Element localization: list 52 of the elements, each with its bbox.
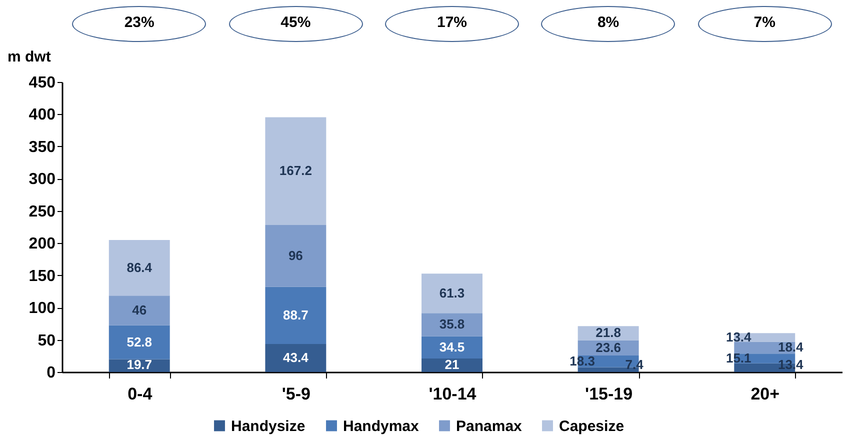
data-label: 96 xyxy=(288,248,303,263)
data-label: 23.6 xyxy=(596,340,621,355)
data-label: 88.7 xyxy=(283,307,308,322)
legend-label: Handymax xyxy=(343,418,420,435)
bar xyxy=(422,358,482,372)
data-label: 61.3 xyxy=(439,285,465,300)
bar xyxy=(108,325,170,360)
data-label: 21 xyxy=(444,356,460,372)
text: 23% xyxy=(123,14,156,31)
x-tick-label: 0-4 xyxy=(128,384,153,404)
y-tick-label: 50 xyxy=(38,332,56,350)
legend-label: Panamax xyxy=(456,418,523,435)
data-label: 46 xyxy=(132,302,147,318)
y-tick-label: 300 xyxy=(28,171,56,188)
data-label: 34.5 xyxy=(439,339,465,354)
bar xyxy=(422,313,482,336)
bar xyxy=(422,274,482,314)
y-tick-label: 250 xyxy=(28,203,56,220)
x-tick-label: '10-14 xyxy=(428,384,477,404)
text: 45% xyxy=(280,14,312,31)
bar xyxy=(265,286,326,344)
bar xyxy=(108,240,170,296)
data-label: 21.8 xyxy=(596,325,621,340)
bar xyxy=(265,225,326,287)
text: 7% xyxy=(752,14,776,31)
y-tick-label: 200 xyxy=(28,236,56,253)
data-label: 13.4 xyxy=(726,329,752,344)
data-label: 52.8 xyxy=(126,334,152,350)
data-label: 35.8 xyxy=(439,316,465,332)
data-label: 43.4 xyxy=(283,350,310,366)
y-axis-title: m dwt xyxy=(8,48,51,66)
y-tick-label: 400 xyxy=(28,106,56,124)
y-tick-label: 100 xyxy=(28,300,56,318)
legend-label: Capesize xyxy=(559,418,624,435)
y-tick-label: 150 xyxy=(28,268,56,285)
text: 17% xyxy=(436,14,468,31)
bar xyxy=(578,367,639,372)
y-tick-label: 450 xyxy=(28,74,56,92)
data-label: 167.2 xyxy=(279,163,312,178)
bar xyxy=(265,117,326,225)
data-label: 86.4 xyxy=(126,260,153,275)
bar xyxy=(422,336,482,358)
bar xyxy=(265,344,326,372)
x-tick-label: '5-9 xyxy=(282,384,310,404)
x-tick-label: '15-19 xyxy=(585,384,633,404)
x-tick-label: 20+ xyxy=(750,384,780,404)
data-label: 19.7 xyxy=(126,356,152,372)
y-tick-label: 0 xyxy=(46,364,56,382)
legend-label: Handysize xyxy=(231,418,306,435)
bar xyxy=(108,296,170,326)
text: 8% xyxy=(596,14,620,31)
y-tick-label: 350 xyxy=(28,138,56,156)
